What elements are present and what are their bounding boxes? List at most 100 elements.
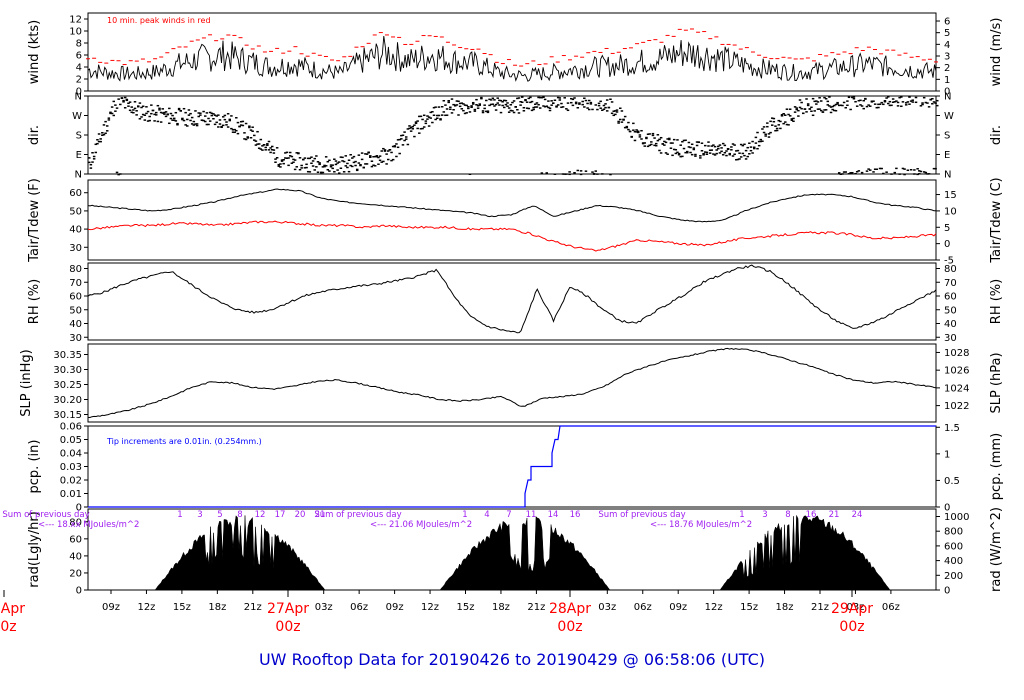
dir-point	[292, 158, 295, 161]
dir-point	[762, 126, 766, 128]
dir-point	[625, 125, 629, 128]
dir-point	[906, 101, 910, 103]
dir-point	[308, 157, 312, 160]
dir-point	[440, 105, 444, 108]
dir-point	[878, 167, 882, 170]
dir-point	[669, 142, 673, 144]
peak-wind-marks	[86, 28, 938, 67]
dir-point	[138, 102, 142, 104]
dir-point	[643, 142, 647, 144]
dir-point	[411, 125, 415, 128]
dir-point	[829, 106, 833, 108]
dir-point	[615, 109, 619, 111]
dir-point	[267, 140, 271, 143]
dir-point	[936, 104, 939, 107]
ytick-label-right: 200	[944, 571, 963, 582]
dir-point	[828, 105, 831, 107]
dir-point	[738, 152, 741, 154]
dir-point	[409, 126, 413, 129]
dir-point	[401, 144, 405, 146]
xtick-label: 09z	[102, 602, 120, 613]
dir-point	[334, 163, 338, 166]
dir-point	[725, 154, 728, 157]
dir-point	[290, 155, 294, 158]
hour-mark: 8	[237, 510, 242, 520]
dir-point	[279, 163, 282, 165]
dir-point	[226, 113, 230, 115]
dir-point	[916, 173, 919, 176]
dir-point	[290, 162, 294, 164]
dir-point	[512, 100, 516, 102]
dir-point	[450, 98, 454, 100]
ytick-label-right: 3	[944, 52, 950, 63]
dir-point	[275, 157, 279, 159]
dir-point	[653, 137, 656, 139]
dir-point	[99, 140, 102, 143]
dir-point	[932, 167, 936, 170]
dir-point	[298, 157, 302, 159]
dir-point	[344, 155, 348, 157]
ylabel-right: dir.	[989, 125, 1004, 145]
dir-point	[586, 107, 589, 109]
daily-sum-value: <--- 18.xx MJoules/m^2	[38, 520, 139, 530]
dir-point	[895, 100, 898, 102]
dir-point	[904, 102, 908, 104]
dir-point	[385, 153, 388, 155]
dir-point	[205, 123, 209, 126]
dir-point	[579, 170, 583, 172]
dir-point	[664, 152, 668, 154]
dir-point	[587, 108, 591, 111]
dir-point	[333, 158, 336, 160]
dir-point	[767, 133, 771, 135]
dir-point	[306, 157, 310, 160]
dir-point	[699, 157, 702, 159]
dir-point	[349, 154, 352, 156]
dir-point	[919, 105, 923, 107]
dir-point	[382, 160, 385, 163]
dir-point	[341, 160, 344, 162]
dir-point	[741, 152, 745, 155]
dir-point	[610, 112, 614, 115]
dir-point	[115, 171, 119, 174]
dir-point	[713, 145, 717, 148]
dir-point	[329, 165, 333, 168]
dir-point	[506, 105, 509, 107]
ytick-label-left: 0	[76, 87, 82, 98]
dir-point	[936, 99, 939, 102]
dir-point	[391, 145, 395, 148]
dir-point	[467, 105, 470, 108]
dir-point	[351, 165, 354, 168]
dir-point	[658, 149, 661, 152]
dir-point	[449, 106, 452, 109]
dir-point	[873, 103, 877, 105]
dir-point	[837, 172, 841, 174]
dir-point	[648, 133, 651, 135]
ytick-label-left: 30	[69, 333, 82, 344]
dir-point	[671, 142, 674, 144]
dir-point	[143, 119, 147, 121]
dir-point	[780, 115, 784, 117]
dir-point	[243, 132, 246, 134]
dir-point	[663, 144, 666, 146]
dir-point	[400, 138, 403, 140]
dir-point	[284, 157, 287, 159]
dir-point	[217, 114, 220, 116]
hour-mark: 16	[806, 510, 817, 520]
dir-point	[744, 149, 748, 152]
dir-point	[184, 111, 187, 114]
dir-point	[633, 139, 637, 142]
dir-point	[395, 155, 398, 158]
dir-point	[529, 101, 532, 104]
dir-point	[522, 106, 526, 109]
dir-point	[860, 171, 864, 174]
dir-point	[751, 152, 754, 154]
dir-point	[855, 170, 859, 173]
dir-point	[682, 139, 686, 142]
dir-point	[172, 119, 176, 121]
dir-point	[369, 156, 372, 159]
dir-point	[886, 102, 890, 105]
dir-point	[181, 118, 184, 121]
dir-point	[895, 167, 898, 170]
dir-point	[715, 149, 718, 151]
dir-point	[143, 114, 147, 117]
